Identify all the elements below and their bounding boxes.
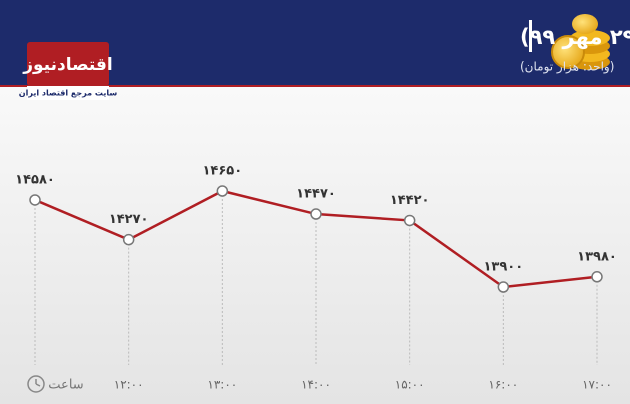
chart-title: روند بهای سکه (سه‌شنبه ۲۹ مهر ۹۹) <box>520 25 630 49</box>
point <box>29 194 41 206</box>
title-bar <box>529 20 532 52</box>
x-tick-label: ۱۴:۰۰ <box>301 378 331 392</box>
logo: اقتصادنیوز <box>22 55 113 75</box>
data-label: ۱۳۹۸۰ <box>577 249 617 264</box>
x-tick-label: ۱۲:۰۰ <box>114 378 144 392</box>
point <box>310 208 322 220</box>
logo-box <box>27 42 109 86</box>
x-tick-label: ۱۳:۰۰ <box>207 378 237 392</box>
x-axis-label: ساعت <box>48 378 83 393</box>
x-tick-label: ۱۶:۰۰ <box>488 378 518 392</box>
x-tick-label: ۱۷:۰۰ <box>582 378 612 392</box>
data-label: ۱۴۴۲۰ <box>390 193 430 208</box>
x-tick-label: ۱۵:۰۰ <box>395 378 425 392</box>
data-label: ۱۴۵۸۰ <box>15 172 55 187</box>
point <box>216 185 229 197</box>
point <box>403 214 416 227</box>
data-label: ۱۴۶۵۰ <box>202 164 242 179</box>
logo-tagline-box <box>27 86 109 100</box>
data-label: ۱۴۲۷۰ <box>109 212 149 227</box>
header-rule <box>0 85 630 87</box>
coins-icon <box>551 14 610 70</box>
data-label: ۱۴۴۷۰ <box>296 187 336 202</box>
unit-label: (واحد: هزار تومان) <box>520 60 614 75</box>
point <box>497 281 510 293</box>
point <box>591 271 603 283</box>
clock-icon <box>27 375 45 393</box>
point <box>122 233 135 246</box>
logo-tagline: سایت مرجع اقتصاد ایران <box>19 89 118 98</box>
data-label: ۱۳۹۰۰ <box>483 260 523 275</box>
